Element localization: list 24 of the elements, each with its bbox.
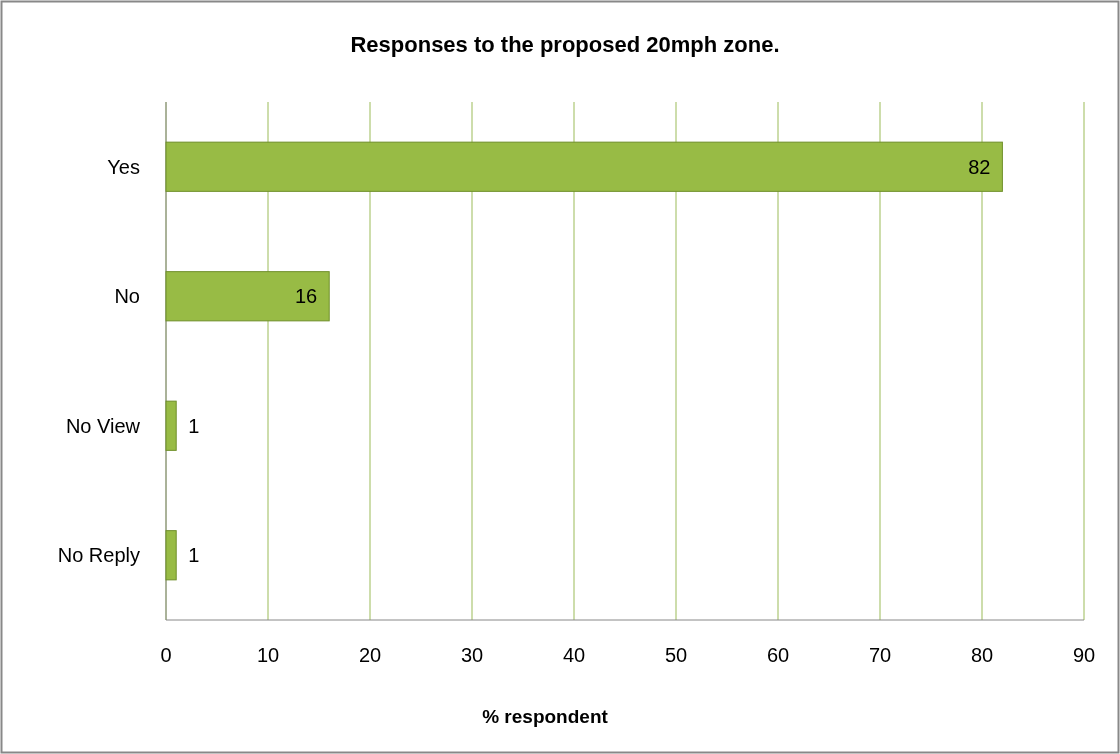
y-tick-label: Yes bbox=[107, 155, 140, 178]
data-label: 82 bbox=[968, 155, 991, 178]
data-label: 1 bbox=[188, 544, 200, 567]
x-tick-label: 10 bbox=[256, 644, 280, 666]
bar bbox=[165, 400, 177, 451]
data-label: 1 bbox=[188, 414, 200, 437]
data-label: 16 bbox=[294, 285, 318, 308]
bar bbox=[165, 530, 177, 581]
x-tick-label: 20 bbox=[358, 644, 382, 666]
bar bbox=[165, 271, 330, 322]
bar bbox=[165, 141, 1003, 192]
x-tick-label: 30 bbox=[460, 644, 484, 666]
y-tick-label: No Reply bbox=[57, 544, 140, 567]
x-tick-label: 40 bbox=[562, 644, 586, 666]
x-tick-label: 80 bbox=[970, 644, 994, 666]
chart-title: Responses to the proposed 20mph zone. bbox=[350, 32, 780, 57]
x-tick-label: 70 bbox=[868, 644, 892, 666]
y-tick-label: No bbox=[114, 285, 140, 308]
x-tick-label: 0 bbox=[160, 644, 172, 666]
x-tick-label: 90 bbox=[1072, 644, 1096, 666]
x-tick-label: 50 bbox=[664, 644, 688, 666]
y-tick-label: No View bbox=[65, 414, 141, 437]
x-axis-title: % respondent bbox=[482, 706, 609, 727]
x-tick-label: 60 bbox=[766, 644, 790, 666]
